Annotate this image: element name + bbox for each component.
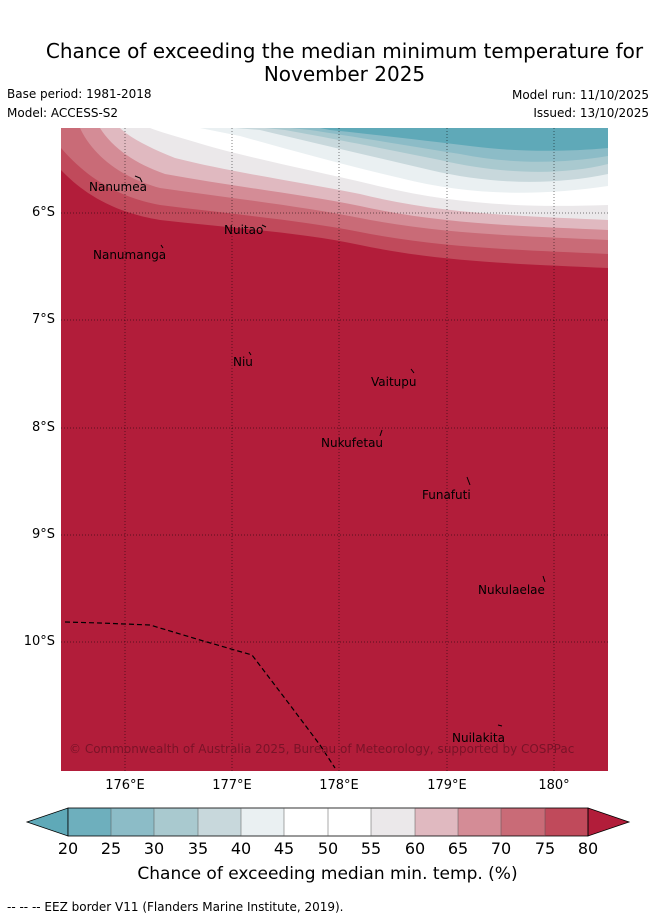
- place-nanumanga: Nanumanga: [93, 248, 167, 262]
- colorbar-tick: 65: [447, 839, 469, 858]
- place-niu: Niu: [233, 355, 253, 369]
- colorbar-tick: 80: [577, 839, 599, 858]
- colorbar-high-arrow: [587, 807, 631, 837]
- place-nanumea: Nanumea: [89, 180, 147, 194]
- place-nukulaelae: Nukulaelae: [478, 583, 545, 597]
- colorbar-tick: 55: [360, 839, 382, 858]
- colorbar-segment: [68, 808, 111, 836]
- colorbar-tick: 45: [273, 839, 295, 858]
- colorbar: [25, 807, 631, 837]
- colorbar-segment: [241, 808, 284, 836]
- colorbar-segment: [284, 808, 328, 836]
- eez-legend-note: -- -- -- EEZ border V11 (Flanders Marine…: [7, 900, 344, 914]
- chart-title: Chance of exceeding the median minimum t…: [0, 40, 655, 86]
- colorbar-tick: 70: [490, 839, 512, 858]
- colorbar-segment: [501, 808, 545, 836]
- model-name: Model: ACCESS-S2: [7, 106, 119, 120]
- base-period: Base period: 1981-2018: [7, 87, 152, 101]
- place-funafuti: Funafuti: [422, 488, 471, 502]
- title-line-2: November 2025: [263, 62, 426, 86]
- graticule: [61, 128, 608, 771]
- colorbar-tick: 25: [100, 839, 122, 858]
- probability-contours: [61, 128, 608, 771]
- place-nukufetau: Nukufetau: [321, 436, 384, 450]
- lon-label-179e: 179°E: [427, 778, 467, 793]
- lat-label-8s: 8°S: [31, 420, 55, 435]
- colorbar-tick: 30: [143, 839, 165, 858]
- model-run: Model run: 11/10/2025: [511, 88, 649, 102]
- lat-label-7s: 7°S: [31, 312, 55, 327]
- place-nuilakita: Nuilakita: [452, 731, 505, 745]
- issued-date: Issued: 13/10/2025: [533, 106, 649, 120]
- colorbar-tick: 60: [404, 839, 426, 858]
- colorbar-segment: [154, 808, 198, 836]
- colorbar-tick: 40: [230, 839, 252, 858]
- lat-label-9s: 9°S: [31, 527, 55, 542]
- colorbar-tick: 75: [534, 839, 556, 858]
- island-outlines: [134, 175, 546, 727]
- colorbar-segment: [328, 808, 371, 836]
- colorbar-label: Chance of exceeding median min. temp. (%…: [137, 864, 518, 884]
- title-line-1: Chance of exceeding the median minimum t…: [45, 39, 644, 63]
- lon-label-180: 180°: [538, 778, 570, 793]
- copyright-notice: © Commonwealth of Australia 2025, Bureau…: [69, 742, 575, 756]
- lon-label-177e: 177°E: [212, 778, 252, 793]
- colorbar-segment: [545, 808, 588, 836]
- colorbar-tick: 50: [317, 839, 339, 858]
- lat-label-10s: 10°S: [23, 634, 55, 649]
- colorbar-segment: [371, 808, 415, 836]
- colorbar-segment: [198, 808, 241, 836]
- place-nuitao: Nuitao: [224, 223, 264, 237]
- place-vaitupu: Vaitupu: [371, 375, 417, 389]
- lon-label-176e: 176°E: [105, 778, 145, 793]
- colorbar-low-arrow: [25, 807, 69, 837]
- colorbar-tick: 20: [57, 839, 79, 858]
- colorbar-segment: [458, 808, 501, 836]
- colorbar-segment: [111, 808, 154, 836]
- lat-label-6s: 6°S: [31, 205, 55, 220]
- colorbar-tick: 35: [187, 839, 209, 858]
- lon-label-178e: 178°E: [319, 778, 359, 793]
- eez-border-line: [64, 621, 336, 769]
- colorbar-segment: [415, 808, 458, 836]
